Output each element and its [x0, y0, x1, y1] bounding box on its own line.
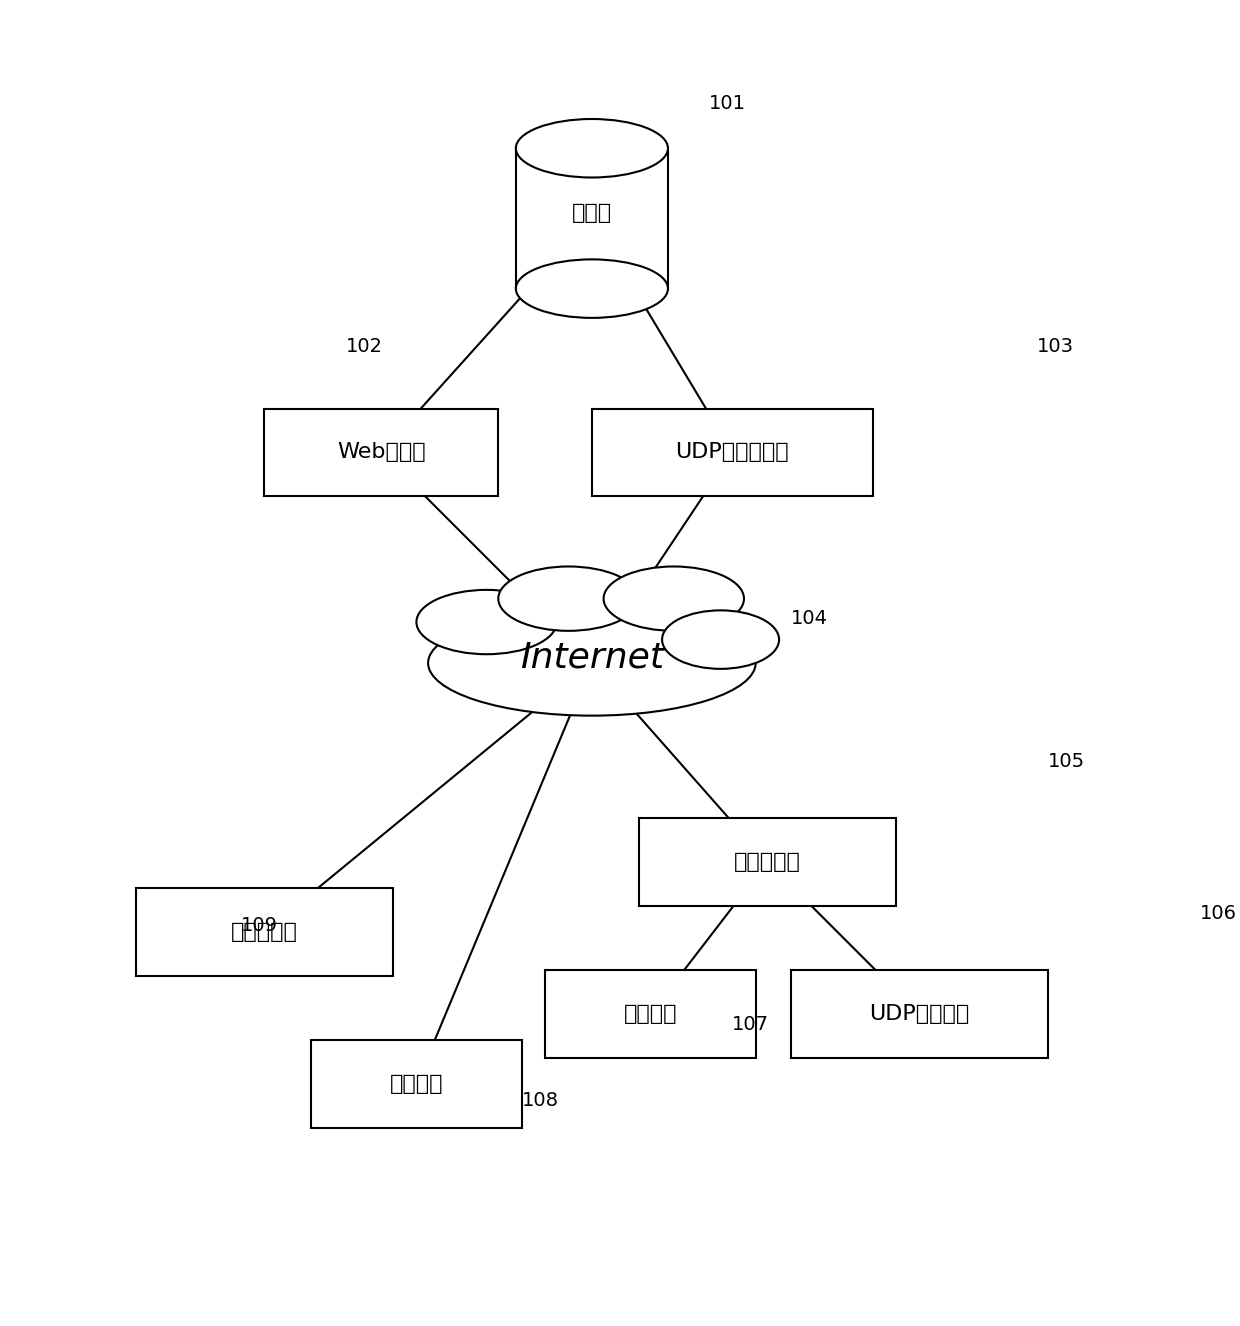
Text: 107: 107 [733, 1016, 769, 1034]
Ellipse shape [516, 119, 668, 178]
Text: 108: 108 [522, 1091, 559, 1110]
Ellipse shape [417, 590, 557, 654]
Text: Internet: Internet [520, 640, 663, 674]
Text: 103: 103 [1037, 337, 1074, 355]
Ellipse shape [516, 260, 668, 318]
Ellipse shape [604, 566, 744, 631]
Text: 家居设备: 家居设备 [624, 1004, 677, 1024]
Bar [516, 149, 668, 289]
Ellipse shape [662, 610, 779, 668]
Text: 计算机终端: 计算机终端 [231, 922, 298, 941]
Text: UDP发送单元: UDP发送单元 [869, 1004, 970, 1024]
Bar [546, 971, 755, 1058]
Text: 106: 106 [1200, 904, 1238, 923]
Text: UDP接收服务器: UDP接收服务器 [676, 443, 789, 463]
Text: 105: 105 [1048, 752, 1085, 772]
Ellipse shape [498, 566, 639, 631]
Text: Web服务器: Web服务器 [337, 443, 425, 463]
Bar [135, 888, 393, 976]
Bar [591, 408, 873, 496]
Bar [791, 971, 1048, 1058]
Text: 家庭路由器: 家庭路由器 [734, 851, 801, 873]
Bar [639, 818, 897, 906]
Text: 104: 104 [791, 609, 828, 629]
Ellipse shape [428, 610, 755, 716]
Bar [311, 1041, 522, 1128]
Text: 数据库: 数据库 [572, 203, 613, 223]
Text: 101: 101 [709, 94, 746, 113]
Text: 移动终端: 移动终端 [389, 1074, 443, 1094]
Text: 102: 102 [346, 337, 383, 355]
Bar [264, 408, 498, 496]
Text: 109: 109 [241, 916, 278, 935]
